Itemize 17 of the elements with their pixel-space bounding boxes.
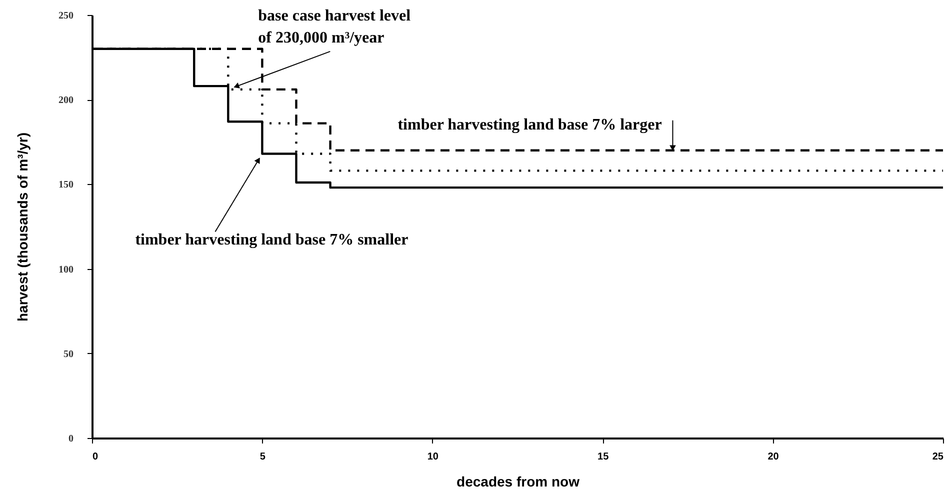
y-tick-label: 200 xyxy=(58,95,74,106)
y-tick-label: 250 xyxy=(58,10,74,22)
x-tick-label: 20 xyxy=(768,452,780,462)
x-tick-label: 15 xyxy=(598,452,610,462)
annotation: timber harvesting land base 7% smaller xyxy=(135,232,408,249)
x-tick-label: 25 xyxy=(932,452,944,462)
x-tick-label: 0 xyxy=(92,452,98,462)
x-axis-title: decades from now xyxy=(456,474,580,490)
y-tick-label: 100 xyxy=(58,264,74,276)
x-tick-label: 10 xyxy=(427,452,439,462)
y-axis-title: harvest (thousands of m³/yr) xyxy=(14,132,30,322)
annotation: timber harvesting land base 7% larger xyxy=(398,116,662,134)
y-tick-label: 150 xyxy=(58,180,74,191)
y-tick-label: 0 xyxy=(68,434,74,444)
annotation: base case harvest level of 230,000 m³/year xyxy=(258,7,412,46)
x-tick-label: 5 xyxy=(260,452,266,462)
y-tick-label: 50 xyxy=(64,348,74,360)
